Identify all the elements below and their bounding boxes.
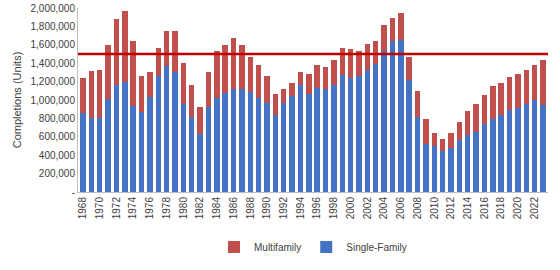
svg-text:1990: 1990 [261,197,272,220]
svg-text:1974: 1974 [127,197,138,220]
svg-text:600,000: 600,000 [39,131,76,142]
svg-text:1982: 1982 [194,197,205,220]
svg-text:800,000: 800,000 [39,113,76,124]
svg-text:2002: 2002 [362,197,373,220]
svg-text:1,200,000: 1,200,000 [31,76,76,87]
svg-text:2022: 2022 [529,197,540,220]
svg-text:2018: 2018 [495,197,506,220]
svg-text:1970: 1970 [94,197,105,220]
svg-text:1,000,000: 1,000,000 [31,95,76,106]
svg-text:2,000,000: 2,000,000 [31,3,76,14]
svg-text:2016: 2016 [479,197,490,220]
svg-text:1972: 1972 [111,197,122,220]
svg-text:1978: 1978 [161,197,172,220]
svg-text:1,400,000: 1,400,000 [31,58,76,69]
svg-text:2004: 2004 [378,197,389,220]
svg-text:1998: 1998 [328,197,339,220]
svg-text:2008: 2008 [412,197,423,220]
svg-text:2010: 2010 [429,197,440,220]
svg-text:2014: 2014 [462,197,473,220]
svg-text:1988: 1988 [245,197,256,220]
svg-text:1984: 1984 [211,197,222,220]
svg-text:1986: 1986 [228,197,239,220]
svg-text:2012: 2012 [445,197,456,220]
svg-text:Multifamily: Multifamily [254,242,301,253]
svg-text:200,000: 200,000 [39,168,76,179]
svg-text:1992: 1992 [278,197,289,220]
svg-text:Single-Family: Single-Family [346,242,407,253]
svg-text:1980: 1980 [178,197,189,220]
svg-text:1996: 1996 [311,197,322,220]
svg-text:1968: 1968 [77,197,88,220]
svg-text:1,800,000: 1,800,000 [31,21,76,32]
svg-text:2020: 2020 [512,197,523,220]
svg-text:2006: 2006 [395,197,406,220]
svg-text:-: - [72,187,75,198]
svg-text:2000: 2000 [345,197,356,220]
svg-text:400,000: 400,000 [39,150,76,161]
svg-text:1976: 1976 [144,197,155,220]
svg-text:1,600,000: 1,600,000 [31,39,76,50]
svg-text:Completions (Units): Completions (Units) [11,52,23,149]
svg-text:1994: 1994 [295,197,306,220]
